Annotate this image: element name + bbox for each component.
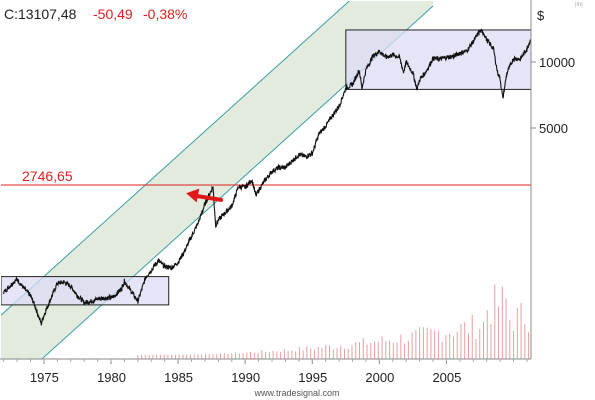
header-close-label: C:13107,48 (4, 6, 77, 22)
trend-channel-upper-line (1, 1, 350, 316)
y-tick-label: 5000 (539, 121, 568, 136)
trend-channel (1, 1, 434, 359)
x-tick-label: 2000 (365, 370, 394, 385)
watermark: www.tradesignal.com (253, 388, 339, 398)
currency-label: $ (537, 8, 545, 23)
volume-bars (137, 284, 530, 359)
y-tick-label: 10000 (539, 55, 575, 70)
x-tick-label: 1995 (298, 370, 327, 385)
header-change: -50,49 (93, 6, 133, 22)
x-tick-label: 2005 (432, 370, 461, 385)
corner-mark: |ln| (575, 2, 583, 8)
x-tick-label: 1975 (30, 370, 59, 385)
x-tick-label: 1990 (231, 370, 260, 385)
x-tick-label: 1985 (164, 370, 193, 385)
price-series-line (3, 28, 531, 326)
header-change-pct: -0,38% (143, 6, 187, 22)
x-tick-label: 1980 (97, 370, 126, 385)
annotation-arrow-head (186, 188, 200, 203)
reference-line-label: 2746,65 (22, 168, 73, 184)
